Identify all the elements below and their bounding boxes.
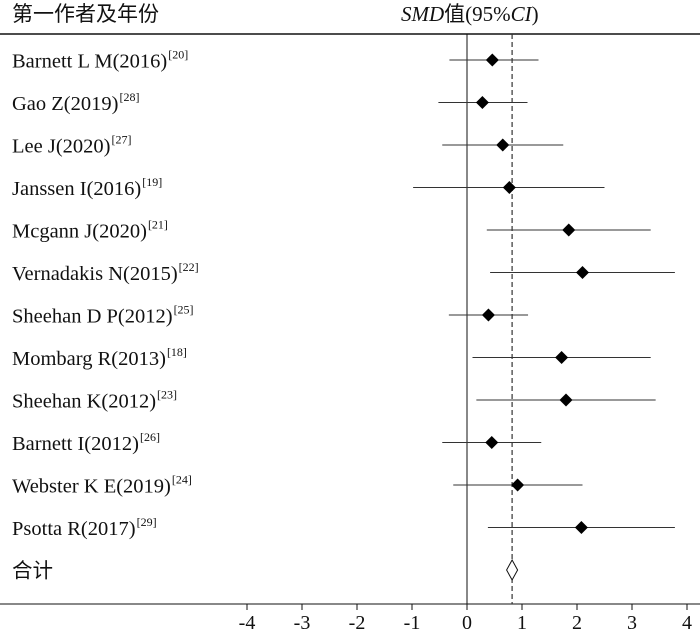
study-row: Sheehan D P(2012)[25] (12, 303, 529, 328)
study-reference: [20] (168, 48, 188, 62)
study-label: Janssen I(2016)[19] (12, 175, 162, 200)
study-reference: [19] (142, 175, 162, 189)
study-label: Barnett I(2012)[26] (12, 430, 160, 455)
study-reference: [23] (157, 388, 177, 402)
study-label: Mcgann J(2020)[21] (12, 218, 168, 243)
x-tick-label: 3 (627, 612, 637, 629)
study-reference: [29] (137, 515, 157, 529)
x-tick-label: 1 (517, 612, 527, 629)
study-row: Janssen I(2016)[19] (12, 175, 605, 200)
study-label: Psotta R(2017)[29] (12, 515, 157, 540)
study-label: Mombarg R(2013)[18] (12, 345, 187, 370)
x-tick-label: -3 (294, 612, 311, 629)
smd-header-ci: CI (511, 2, 533, 26)
x-axis: -4 -3 -2 -1 0 1 2 3 4 (239, 604, 692, 634)
effect-point (485, 53, 499, 67)
smd-column-header: SMD值(95%CI) (401, 2, 539, 26)
study-label: Sheehan K(2012)[23] (12, 388, 177, 413)
effect-point (511, 478, 525, 492)
study-name: Mcgann J(2020) (12, 221, 147, 243)
study-rows: Barnett L M(2016)[20] Gao Z(2019)[28] Lee … (12, 48, 675, 540)
study-label: Sheehan D P(2012)[25] (12, 303, 194, 328)
study-row: Gao Z(2019)[28] (12, 90, 528, 115)
study-row: Webster K E(2019)[24] (12, 473, 583, 498)
x-tick-label: 4 (682, 612, 692, 629)
smd-header-close: ) (532, 2, 539, 26)
study-reference: [21] (148, 218, 168, 232)
x-tick-label: 0 (462, 612, 472, 629)
smd-header-smd: SMD (401, 2, 444, 26)
x-tick-label: -4 (239, 612, 256, 629)
study-reference: [28] (119, 90, 139, 104)
x-tick-label: 2 (572, 612, 582, 629)
study-name: Sheehan K(2012) (12, 391, 156, 413)
study-name: Barnett L M(2016) (12, 51, 167, 73)
pooled-diamond (506, 558, 519, 582)
pooled-row: 合计 (12, 558, 519, 583)
study-reference: [18] (167, 345, 187, 359)
effect-point (481, 308, 495, 322)
study-row: Lee J(2020)[27] (12, 133, 564, 158)
study-name: Psotta R(2017) (12, 518, 136, 540)
study-row: Barnett L M(2016)[20] (12, 48, 539, 73)
effect-point (475, 96, 489, 109)
study-label: Barnett L M(2016)[20] (12, 48, 188, 73)
study-label: Lee J(2020)[27] (12, 133, 131, 158)
study-name: Barnett I(2012) (12, 433, 139, 455)
study-label: Webster K E(2019)[24] (12, 473, 192, 498)
study-label: Vernadakis N(2015)[22] (12, 260, 199, 285)
study-row: Psotta R(2017)[29] (12, 515, 675, 540)
study-reference: [27] (111, 133, 131, 147)
study-row: Vernadakis N(2015)[22] (12, 260, 675, 285)
x-tick-label: -2 (349, 612, 366, 629)
study-name: Lee J(2020) (12, 136, 110, 158)
study-label: Gao Z(2019)[28] (12, 90, 139, 115)
study-name: Mombarg R(2013) (12, 348, 166, 370)
pooled-label: 合计 (12, 560, 53, 583)
effect-point (485, 436, 499, 449)
study-name: Sheehan D P(2012) (12, 306, 173, 328)
study-reference: [25] (174, 303, 194, 317)
smd-header-mid: 值(95% (444, 2, 511, 26)
effect-point (576, 266, 589, 279)
effect-point (496, 138, 510, 152)
study-reference: [26] (140, 430, 160, 444)
study-name: Vernadakis N(2015) (12, 263, 178, 285)
study-row: Sheehan K(2012)[23] (12, 388, 656, 413)
study-reference: [24] (172, 473, 192, 487)
effect-point (555, 351, 569, 364)
effect-point (562, 223, 576, 237)
study-row: Barnett I(2012)[26] (12, 430, 542, 455)
study-row: Mombarg R(2013)[18] (12, 345, 651, 370)
effect-point (502, 181, 516, 194)
study-row: Mcgann J(2020)[21] (12, 218, 651, 243)
study-name: Gao Z(2019) (12, 93, 118, 115)
effect-point (574, 521, 588, 534)
x-tick-label: -1 (404, 612, 421, 629)
study-name: Webster K E(2019) (12, 476, 171, 498)
study-name: Janssen I(2016) (12, 178, 141, 200)
study-reference: [22] (179, 260, 199, 274)
study-column-header: 第一作者及年份 (12, 2, 159, 26)
effect-point (559, 393, 573, 407)
